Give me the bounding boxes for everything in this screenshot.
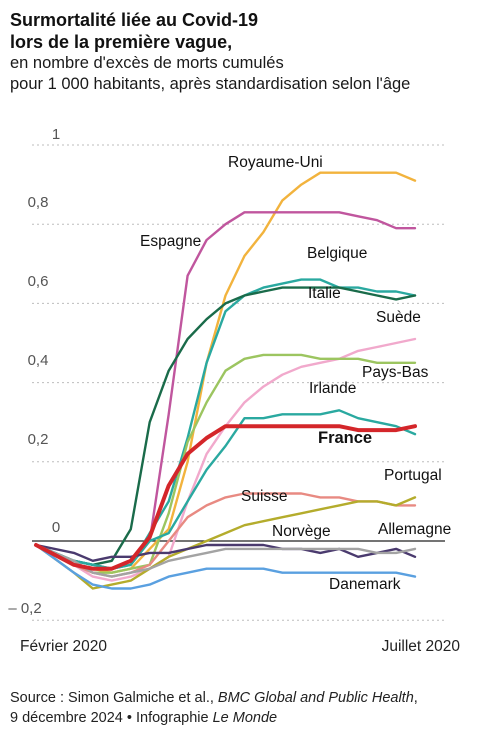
source-prefix: Source : Simon Galmiche et al.,: [10, 690, 218, 706]
y-tick-label: 0,4: [28, 352, 49, 369]
series-line-irlande: [34, 409, 417, 570]
series-line-allemagne: [34, 543, 417, 578]
series-label-italie: Italie: [308, 285, 341, 302]
series-label-suisse: Suisse: [241, 488, 288, 505]
series-line-portugal: [34, 496, 417, 590]
series-label-espagne: Espagne: [140, 233, 201, 250]
y-tick-label: 0,6: [28, 273, 49, 290]
x-axis-start-label: Février 2020: [20, 638, 107, 655]
series-line-norvege: [34, 543, 417, 562]
series-line-italie: [34, 286, 417, 566]
series-label-france: France: [318, 429, 372, 447]
source-journal: BMC Global and Public Health: [217, 690, 414, 706]
series-label-pays-bas: Pays-Bas: [362, 364, 429, 381]
series-line-belgique: [34, 278, 417, 570]
y-tick-label: 1: [52, 126, 60, 143]
series-label-danemark: Danemark: [329, 576, 401, 593]
source-date: 9 décembre 2024 • Infographie: [10, 710, 213, 726]
y-tick-label: 0,2: [28, 431, 49, 448]
chart-subtitle-line2: pour 1 000 habitants, après standardisat…: [10, 75, 411, 93]
line-chart: 1 0,8 0,6 0,4 0,2 0 – 0,2 Février 2020 Juillet 2…: [8, 126, 461, 655]
series-label-royaume-uni: Royaume-Uni: [228, 154, 323, 171]
x-axis-end-label: Juillet 2020: [382, 638, 461, 655]
series-label-suede: Suède: [376, 309, 421, 326]
source-note: Source : Simon Galmiche et al., BMC Glob…: [10, 688, 475, 728]
series-line-espagne: [34, 211, 417, 570]
y-tick-label: – 0,2: [8, 600, 41, 617]
chart-title-line1: Surmortalité liée au Covid-19: [10, 10, 259, 30]
chart-header: Surmortalité liée au Covid-19 lors de la…: [10, 9, 470, 95]
series-label-portugal: Portugal: [384, 467, 442, 484]
series-label-norvege: Norvège: [272, 523, 331, 540]
series-line-suede: [34, 337, 417, 582]
series-label-belgique: Belgique: [307, 245, 367, 262]
series-line-danemark: [34, 543, 417, 590]
series-label-allemagne: Allemagne: [378, 521, 451, 538]
series-line-pays-bas: [34, 353, 417, 574]
chart-title-line2: lors de la première vague,: [10, 32, 233, 52]
series-line-france: [34, 424, 417, 571]
y-tick-label: 0,8: [28, 194, 49, 211]
source-paper: Le Monde: [212, 710, 278, 726]
source-mid: ,: [413, 690, 418, 706]
y-tick-label: 0: [52, 519, 60, 536]
series-label-irlande: Irlande: [309, 380, 356, 397]
chart-subtitle-line1: en nombre d'excès de morts cumulés: [10, 54, 284, 72]
